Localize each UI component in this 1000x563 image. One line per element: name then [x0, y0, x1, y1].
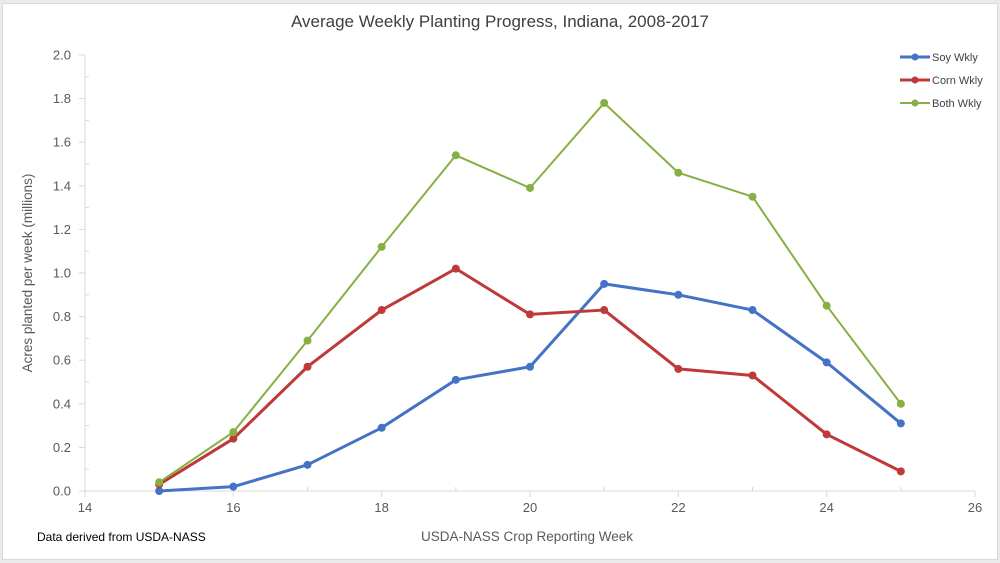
data-point-both-wkly [674, 168, 683, 177]
y-tick-label: 0.8 [53, 309, 71, 324]
y-tick-label: 0.0 [53, 484, 71, 499]
legend: Soy Wkly Corn Wkly Both Wkly [900, 52, 983, 110]
x-axis-label: USDA-NASS Crop Reporting Week [421, 529, 633, 544]
x-tick-label: 14 [78, 500, 92, 515]
y-tick-label: 0.6 [53, 353, 71, 368]
chart-title: Average Weekly Planting Progress, Indian… [291, 12, 709, 31]
data-point-corn-wkly [451, 264, 460, 273]
data-point-soy-wkly [600, 279, 609, 288]
x-tick-label: 22 [671, 500, 685, 515]
data-point-corn-wkly [674, 364, 683, 373]
data-point-both-wkly [377, 242, 386, 251]
series-group [155, 98, 905, 495]
legend-marker-corn-wkly [911, 76, 919, 84]
data-point-soy-wkly [748, 306, 757, 315]
data-point-soy-wkly [155, 487, 164, 495]
x-tick-label: 20 [523, 500, 537, 515]
legend-label-soy-wkly: Soy Wkly [932, 52, 978, 64]
data-point-both-wkly [526, 183, 534, 192]
data-point-corn-wkly [896, 467, 905, 476]
data-point-soy-wkly [822, 358, 831, 367]
data-point-soy-wkly [526, 362, 534, 371]
y-tick-label: 1.4 [53, 178, 71, 193]
data-point-soy-wkly [896, 419, 905, 428]
y-tick-label: 0.4 [53, 396, 71, 411]
data-point-both-wkly [451, 151, 460, 160]
legend-label-both-wkly: Both Wkly [932, 98, 982, 110]
x-tick-label: 18 [374, 500, 388, 515]
data-point-both-wkly [748, 192, 757, 201]
data-point-soy-wkly [451, 375, 460, 384]
source-annotation: Data derived from USDA-NASS [37, 530, 206, 544]
y-tick-label: 2.0 [53, 48, 71, 63]
data-point-corn-wkly [748, 371, 757, 380]
axes: 0.0 0.2 0.4 0.6 0.8 1.0 1.2 1.4 1.6 1.8 2.0 14 16 18 2… [53, 48, 982, 516]
data-point-corn-wkly [229, 434, 238, 443]
data-point-corn-wkly [600, 306, 609, 315]
y-tick-label: 1.0 [53, 266, 71, 281]
data-point-corn-wkly [822, 430, 831, 439]
data-point-both-wkly [229, 428, 238, 437]
y-tick-label: 0.2 [53, 440, 71, 455]
data-point-soy-wkly [377, 423, 386, 432]
data-point-both-wkly [896, 399, 905, 408]
x-tick-label: 16 [226, 500, 240, 515]
data-point-both-wkly [303, 336, 312, 345]
data-point-soy-wkly [303, 460, 312, 469]
data-point-soy-wkly [229, 482, 238, 491]
data-point-corn-wkly [526, 310, 534, 319]
x-tick-label: 26 [968, 500, 982, 515]
data-point-both-wkly [822, 301, 831, 310]
data-point-soy-wkly [674, 290, 683, 299]
series-line-both-wkly [158, 101, 902, 484]
series-line-corn-wkly [158, 267, 902, 486]
legend-marker-both-wkly [911, 99, 919, 107]
y-axis-label: Acres planted per week (millions) [20, 174, 35, 373]
x-tick-label: 24 [819, 500, 833, 515]
data-point-corn-wkly [303, 362, 312, 371]
legend-marker-soy-wkly [911, 53, 919, 61]
y-tick-label: 1.2 [53, 222, 71, 237]
data-point-both-wkly [155, 478, 164, 487]
data-point-both-wkly [600, 98, 609, 107]
chart-frame [2, 3, 998, 560]
y-tick-label: 1.6 [53, 135, 71, 150]
y-tick-label: 1.8 [53, 91, 71, 106]
data-point-corn-wkly [377, 306, 386, 315]
legend-label-corn-wkly: Corn Wkly [932, 75, 983, 87]
